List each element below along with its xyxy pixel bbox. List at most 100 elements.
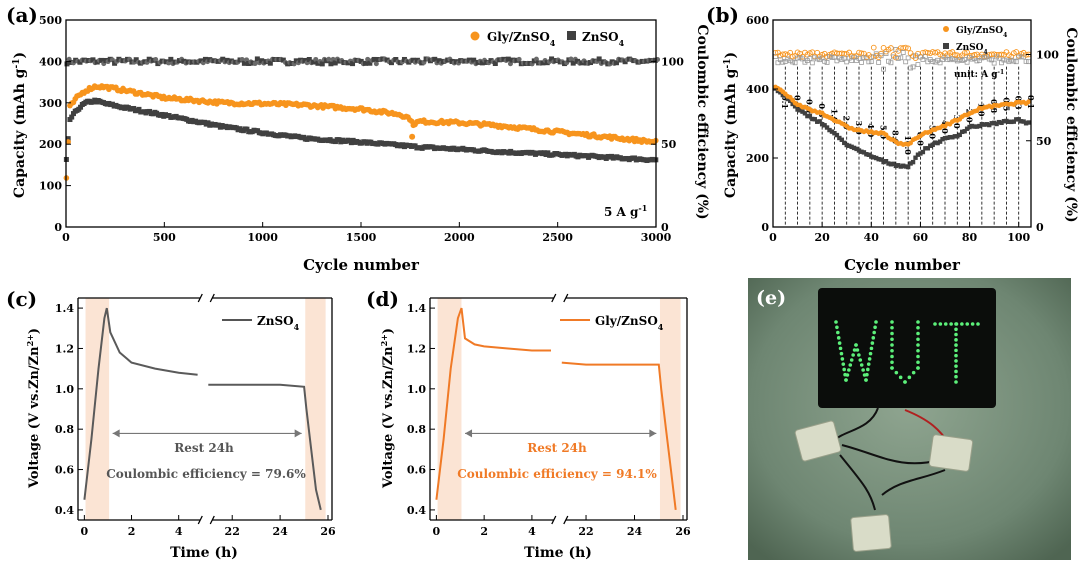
ce-point-gly (888, 45, 894, 51)
x-tick-label: 22 (578, 525, 593, 538)
ce-point-znso4 (952, 57, 958, 63)
capacity-point-znso4 (1009, 119, 1014, 125)
panel-c-ce-label: Coulombic efficiency = 79.6% (106, 467, 306, 481)
led-dot (859, 363, 864, 367)
capacity-point-znso4 (915, 152, 921, 157)
ce-point-znso4 (881, 66, 886, 72)
ce-point-znso4 (1001, 57, 1007, 63)
ce-point-znso4 (259, 58, 265, 64)
capacity-point-znso4 (807, 113, 813, 119)
legend-gly-label: Gly/ZnSO4 (956, 26, 1007, 39)
led-dot (954, 353, 958, 358)
capacity-point-znso4 (874, 155, 879, 161)
panel-d-charge-band (437, 298, 462, 520)
ce-point-znso4 (962, 57, 968, 62)
capacity-point-znso4 (945, 135, 950, 141)
led-letters (834, 320, 980, 384)
ce-point-gly (971, 52, 978, 58)
ce-point-znso4 (531, 58, 537, 64)
ce-point-znso4 (181, 58, 187, 64)
panel-b-legend: Gly/ZnSO4 ZnSO4 (943, 26, 1007, 56)
ce-point-znso4 (829, 55, 835, 60)
led-dot (890, 331, 894, 336)
ce-point-znso4 (839, 57, 845, 63)
panel-d-rest-label: Rest 24h (527, 441, 587, 455)
led-dot (954, 380, 958, 384)
led-dot (844, 378, 848, 382)
led-dot (890, 325, 894, 330)
panel-b-frame (772, 19, 1032, 228)
capacity-point-znso4 (859, 149, 864, 154)
led-dot (864, 378, 868, 382)
ce-point-gly (858, 50, 865, 57)
led-dot (890, 343, 894, 347)
led-dot (954, 338, 958, 342)
led-dot (954, 359, 958, 363)
y2-tick-label: 50 (661, 138, 677, 151)
ce-point-znso4 (1006, 59, 1012, 65)
led-dot (916, 360, 920, 365)
panel-b-xlabel: Cycle number (844, 256, 961, 274)
ce-point-znso4 (540, 60, 546, 66)
led-dot (874, 320, 878, 324)
y-tick-label: 600 (746, 14, 769, 27)
panel-d-ce-label: Coulombic efficiency = 94.1% (457, 467, 657, 481)
led-dot (867, 357, 872, 361)
capacity-point-znso4 (928, 143, 933, 148)
pouch-cell-1 (794, 420, 842, 462)
ce-point-znso4 (471, 57, 477, 63)
ce-point-znso4 (280, 57, 286, 63)
x-tick-label: 20 (814, 231, 830, 244)
capacity-point-znso4 (955, 134, 960, 139)
pouch-cell-2 (928, 434, 974, 472)
led-dot (835, 325, 839, 330)
ce-point-znso4 (947, 57, 953, 63)
led-dot (954, 332, 958, 337)
led-dot (938, 322, 943, 326)
panel-b-ylabel-left: Capacity (mAh g-1) (723, 52, 739, 198)
ce-point-znso4 (505, 56, 511, 62)
x-tick-label: 26 (320, 525, 336, 538)
capacity-point-znso4 (827, 127, 832, 133)
ce-point-gly (807, 50, 813, 56)
led-dot (890, 348, 894, 353)
panel-d-ylabel: Voltage (V vs.Zn/Zn2+) (379, 328, 396, 489)
ce-point-znso4 (133, 57, 139, 63)
ce-point-znso4 (868, 59, 874, 64)
y-tick-label: 1.2 (407, 342, 426, 355)
x-tick-label: 26 (675, 525, 691, 538)
ce-point-znso4 (910, 64, 916, 70)
capacity-point-znso4 (871, 155, 876, 160)
panel-e: (e) (748, 278, 1071, 560)
y-tick-label: 500 (39, 14, 62, 27)
led-dot (872, 330, 876, 335)
capacity-point-znso4 (920, 149, 926, 155)
ce-point-znso4 (224, 57, 230, 63)
x-tick-label: 0 (433, 525, 441, 538)
panel-d-curve-segment-2 (561, 361, 677, 511)
ce-point-znso4 (834, 58, 840, 64)
ce-point-znso4 (802, 59, 808, 65)
panel-e-label: (e) (756, 287, 786, 309)
led-dot (916, 337, 920, 342)
ce-point-znso4 (900, 50, 906, 55)
panel-b-capacity-series (773, 84, 1031, 170)
capacity-point-znso4 (999, 120, 1004, 126)
legend-znso4-label: ZnSO4 (257, 314, 300, 332)
led-dot (949, 322, 953, 326)
ce-point-znso4 (1011, 58, 1017, 64)
y2-tick-label: 0 (661, 221, 669, 234)
rate-label: 8.0 (891, 130, 901, 144)
legend-gly-marker (470, 31, 480, 41)
ce-point-znso4 (575, 58, 581, 64)
panel-b-unit-note: unit: A g-1 (954, 69, 1004, 81)
ce-point-znso4 (306, 57, 312, 63)
ce-point-gly (153, 57, 159, 63)
ce-point-znso4 (841, 55, 847, 61)
ce-point-znso4 (168, 56, 174, 62)
capacity-point-znso4 (844, 142, 849, 148)
panel-a-gly-series (63, 83, 659, 181)
axis-break-mark (209, 293, 215, 303)
ce-point-znso4 (940, 57, 945, 63)
led-dot (954, 322, 958, 326)
